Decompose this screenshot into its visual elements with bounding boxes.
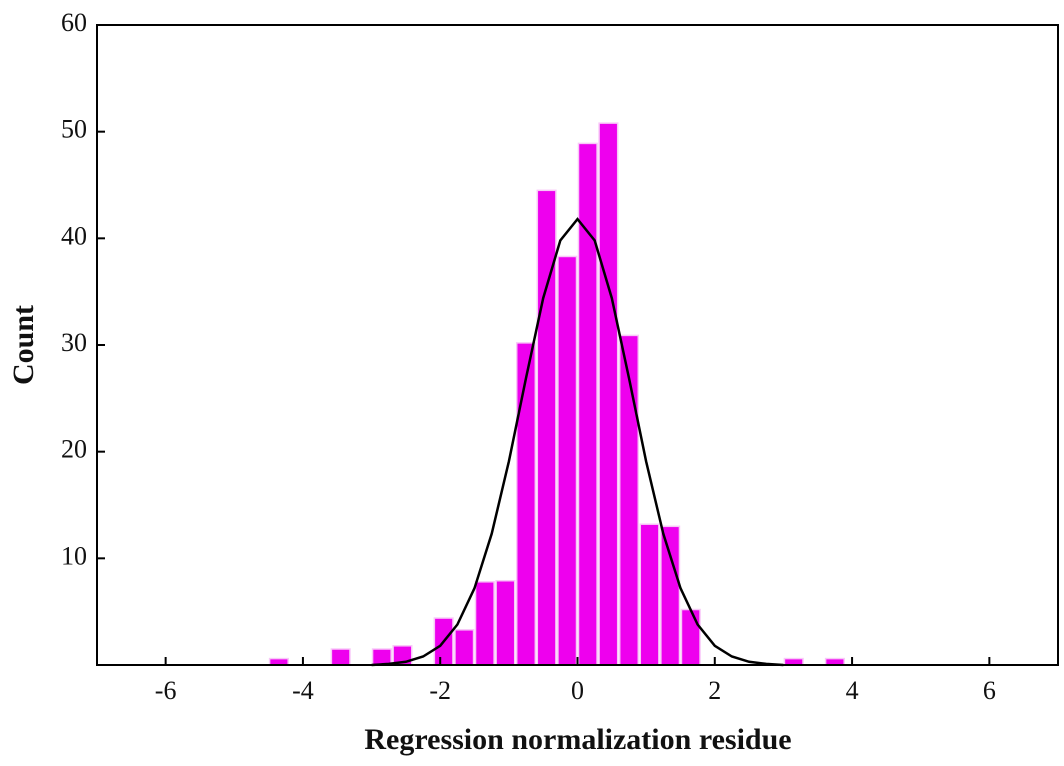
x-tick-label: 2 bbox=[708, 676, 721, 705]
bar bbox=[577, 142, 598, 666]
x-tick-label: -6 bbox=[155, 676, 177, 705]
x-tick-label: -2 bbox=[429, 676, 451, 705]
y-tick-label: 60 bbox=[61, 8, 87, 37]
y-tick-label: 30 bbox=[61, 328, 87, 357]
y-tick-label: 10 bbox=[61, 541, 87, 570]
bar bbox=[618, 334, 640, 666]
bar bbox=[454, 629, 475, 666]
x-tick-label: 6 bbox=[983, 676, 996, 705]
bar bbox=[639, 523, 660, 666]
y-tick-label: 50 bbox=[61, 115, 87, 144]
bar bbox=[515, 342, 537, 666]
y-tick-label: 20 bbox=[61, 435, 87, 464]
bar bbox=[598, 122, 619, 666]
bar bbox=[474, 581, 495, 666]
y-axis-label: Count bbox=[7, 305, 40, 385]
x-axis-label: Regression normalization residue bbox=[364, 723, 791, 756]
x-tick-label: -4 bbox=[292, 676, 314, 705]
bar bbox=[495, 579, 516, 666]
bar bbox=[371, 648, 392, 666]
x-tick-label: 4 bbox=[846, 676, 859, 705]
y-tick-label: 40 bbox=[61, 221, 87, 250]
bar bbox=[660, 525, 681, 666]
x-tick-label: 0 bbox=[571, 676, 584, 705]
bar bbox=[330, 648, 351, 666]
fit-curve bbox=[371, 217, 784, 667]
bar bbox=[557, 255, 578, 666]
plot-frame bbox=[96, 24, 1059, 666]
bar bbox=[680, 608, 701, 666]
